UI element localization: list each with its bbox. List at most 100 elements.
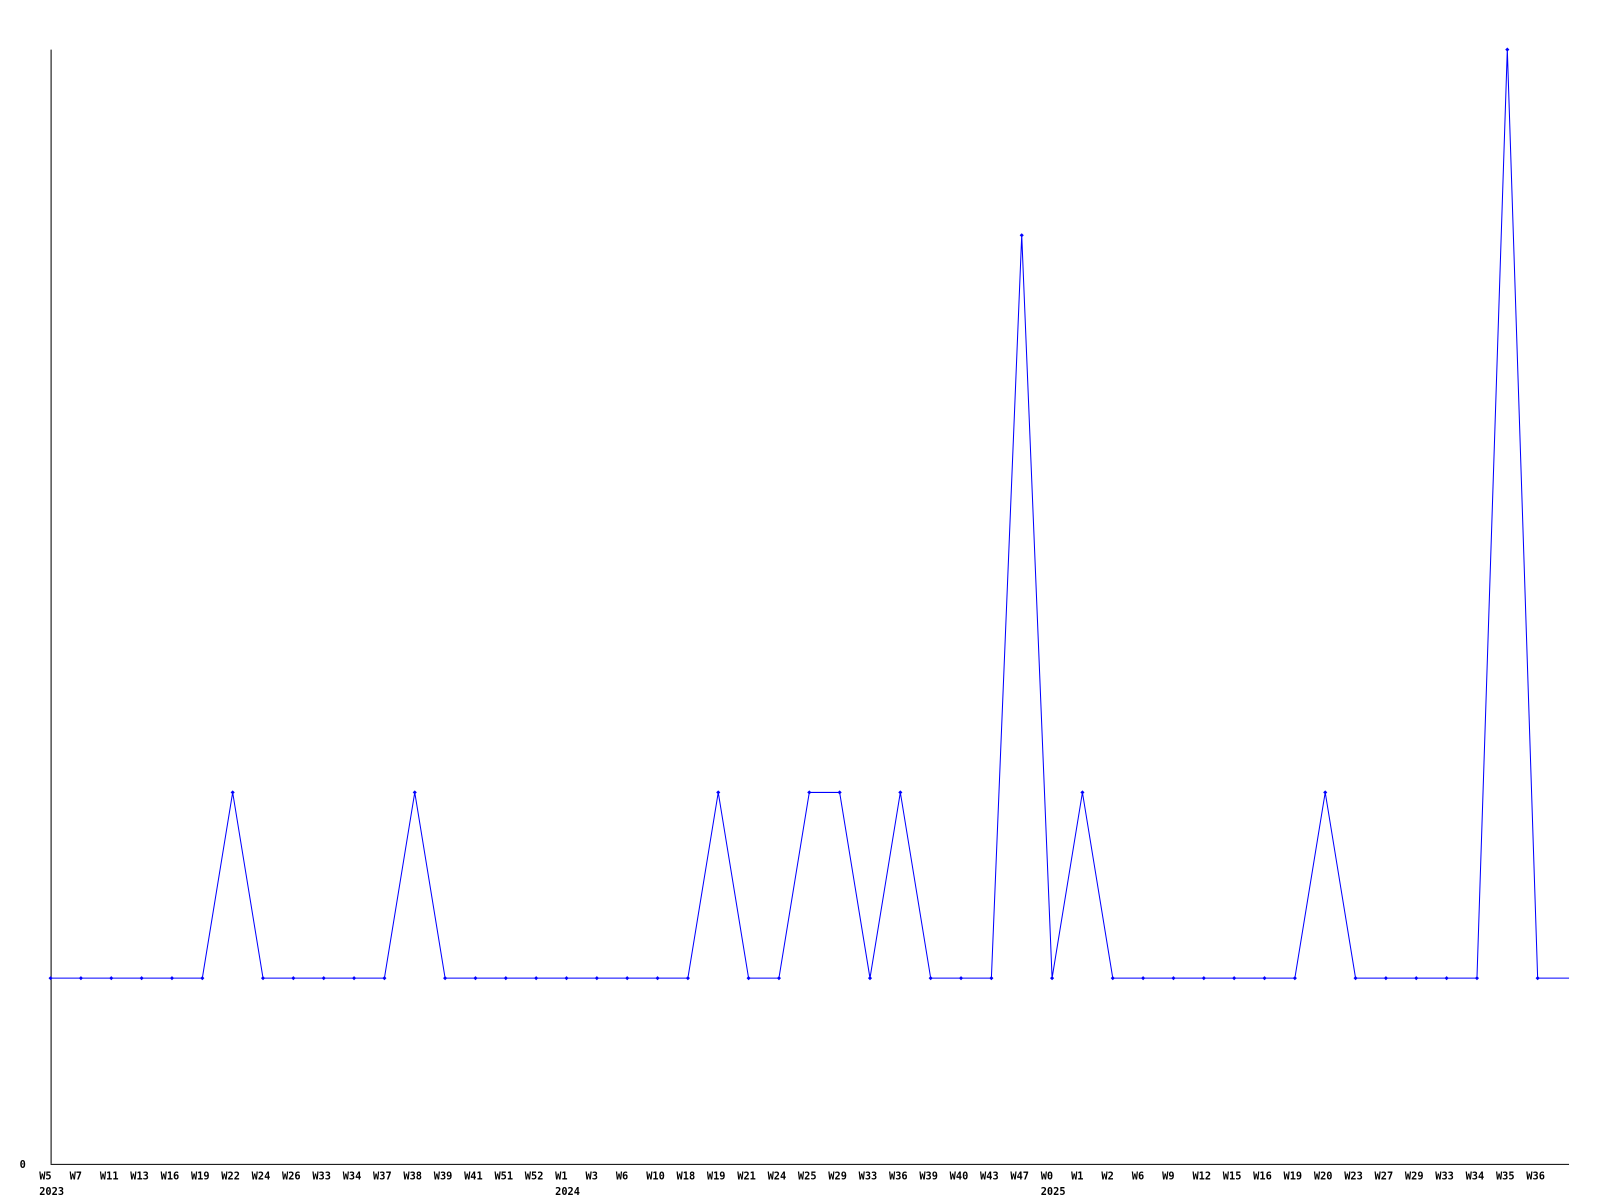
data-point	[1383, 976, 1388, 981]
x-tick-label: W47	[1010, 1170, 1029, 1182]
data-point	[443, 976, 448, 981]
data-point	[776, 976, 782, 981]
x-tick-label: W26	[282, 1170, 301, 1182]
x-tick-label: W35	[1496, 1170, 1515, 1182]
data-point	[352, 976, 357, 981]
x-tick-label: W3	[585, 1170, 597, 1182]
data-point	[594, 976, 599, 981]
data-point	[291, 976, 296, 981]
x-tick-label: W41	[464, 1170, 483, 1182]
x-tick-label: W40	[950, 1170, 969, 1182]
data-point	[1474, 976, 1480, 981]
data-point	[807, 790, 812, 795]
x-tick-label: W19	[1284, 1170, 1303, 1182]
x-tick-label: W12	[1192, 1170, 1211, 1182]
data-point	[1262, 976, 1267, 981]
data-point	[655, 976, 660, 981]
data-point	[928, 976, 933, 981]
data-point	[109, 976, 114, 981]
x-tick-label: W9	[1162, 1170, 1174, 1182]
data-point	[503, 976, 508, 981]
x-tick-label: W16	[161, 1170, 180, 1182]
x-tick-label: W11	[100, 1170, 119, 1182]
data-point	[78, 976, 83, 981]
x-year-label: 2025	[1041, 1186, 1066, 1198]
data-point	[746, 976, 751, 981]
x-tick-label: W0	[1041, 1170, 1053, 1182]
y-tick-label: 0	[20, 1159, 26, 1171]
x-tick-label: W39	[919, 1170, 938, 1182]
x-tick-label: W7	[70, 1170, 82, 1182]
x-tick-label: W27	[1375, 1170, 1394, 1182]
x-tick-label: W33	[312, 1170, 331, 1182]
x-tick-label: W37	[373, 1170, 392, 1182]
data-point	[321, 976, 326, 981]
x-tick-label: W16	[1253, 1170, 1272, 1182]
data-point	[48, 976, 53, 981]
x-tick-label: W36	[889, 1170, 908, 1182]
data-point	[1414, 976, 1419, 981]
data-point	[1292, 976, 1297, 981]
x-tick-label: W29	[1405, 1170, 1424, 1182]
x-tick-label: W10	[646, 1170, 665, 1182]
x-year-label: 2024	[555, 1186, 580, 1198]
x-tick-label: W24	[768, 1170, 787, 1182]
data-point	[625, 976, 630, 981]
x-tick-label: W34	[343, 1170, 362, 1182]
x-tick-label: W23	[1344, 1170, 1363, 1182]
x-tick-label: W38	[403, 1170, 422, 1182]
x-tick-label: W5	[39, 1170, 51, 1182]
x-tick-label: W1	[1071, 1170, 1083, 1182]
x-tick-label: W18	[677, 1170, 696, 1182]
x-year-label: 2023	[39, 1186, 64, 1198]
x-tick-label: W34	[1466, 1170, 1485, 1182]
data-point	[534, 976, 539, 981]
x-tick-label: W13	[130, 1170, 149, 1182]
data-point	[1050, 976, 1055, 981]
data-point	[685, 976, 690, 981]
data-point	[473, 976, 478, 981]
data-point	[1232, 976, 1237, 981]
x-tick-label: W39	[434, 1170, 453, 1182]
data-point	[1171, 976, 1176, 981]
data-point	[412, 790, 417, 795]
data-point	[1201, 976, 1206, 981]
x-tick-label: W6	[1132, 1170, 1144, 1182]
x-tick-label: W21	[737, 1170, 756, 1182]
data-point	[1535, 976, 1540, 981]
x-tick-label: W43	[980, 1170, 999, 1182]
data-point	[382, 976, 387, 981]
data-point	[169, 976, 175, 981]
x-tick-label: W33	[859, 1170, 878, 1182]
x-tick-label: W36	[1526, 1170, 1545, 1182]
x-tick-label: W29	[828, 1170, 847, 1182]
x-tick-label: W25	[798, 1170, 817, 1182]
series-line	[50, 49, 1570, 979]
data-point	[958, 976, 964, 981]
data-point	[260, 976, 266, 981]
x-tick-label: W20	[1314, 1170, 1333, 1182]
data-point	[1110, 976, 1115, 981]
data-point	[200, 976, 205, 981]
data-point	[139, 976, 144, 981]
x-tick-label: W19	[191, 1170, 210, 1182]
data-point	[837, 790, 842, 795]
x-tick-label: W52	[525, 1170, 544, 1182]
x-tick-label: W24	[252, 1170, 271, 1182]
x-tick-label: W1	[555, 1170, 567, 1182]
data-point	[1444, 976, 1449, 981]
data-point	[1505, 47, 1510, 52]
data-point	[1323, 790, 1328, 795]
x-tick-label: W6	[616, 1170, 628, 1182]
x-tick-label: W33	[1435, 1170, 1454, 1182]
data-point	[564, 976, 569, 981]
x-tick-label: W22	[221, 1170, 240, 1182]
x-tick-label: W51	[494, 1170, 513, 1182]
data-point	[867, 976, 873, 981]
x-tick-label: W19	[707, 1170, 726, 1182]
data-point	[716, 790, 721, 795]
data-point	[1141, 976, 1146, 981]
data-point	[1353, 976, 1358, 981]
data-point	[1080, 790, 1085, 795]
